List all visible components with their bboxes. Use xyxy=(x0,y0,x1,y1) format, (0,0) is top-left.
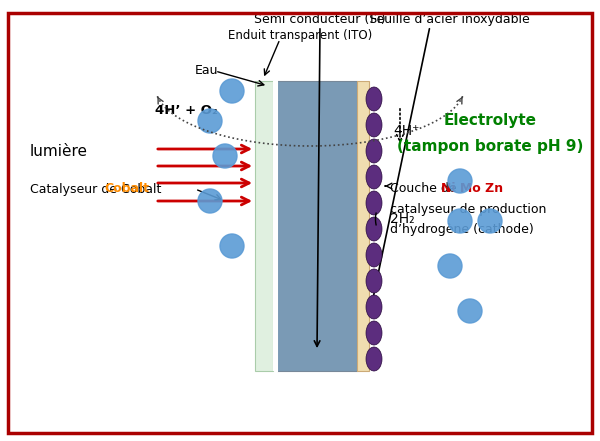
Ellipse shape xyxy=(366,113,382,137)
Ellipse shape xyxy=(366,295,382,319)
Circle shape xyxy=(213,144,237,168)
Circle shape xyxy=(458,299,482,323)
Circle shape xyxy=(220,234,244,258)
Text: d’hydrogène (cathode): d’hydrogène (cathode) xyxy=(390,223,534,235)
Circle shape xyxy=(220,79,244,103)
Text: Couche de: Couche de xyxy=(390,183,461,195)
Ellipse shape xyxy=(366,217,382,241)
Circle shape xyxy=(198,189,222,213)
Bar xyxy=(255,81,273,371)
Circle shape xyxy=(438,254,462,278)
Ellipse shape xyxy=(366,269,382,293)
Circle shape xyxy=(448,209,472,233)
Text: Ni Mo Zn: Ni Mo Zn xyxy=(441,183,503,195)
Text: Catalyseur de Cobalt: Catalyseur de Cobalt xyxy=(30,183,161,195)
Text: 2H₂: 2H₂ xyxy=(390,212,415,226)
Circle shape xyxy=(448,169,472,193)
Ellipse shape xyxy=(366,191,382,215)
Bar xyxy=(277,81,357,371)
Circle shape xyxy=(478,209,502,233)
Text: Cobalt: Cobalt xyxy=(104,183,149,195)
Ellipse shape xyxy=(366,139,382,163)
Text: 4H’ + O₂: 4H’ + O₂ xyxy=(155,105,218,117)
Ellipse shape xyxy=(366,347,382,371)
Text: (tampon borate pH 9): (tampon borate pH 9) xyxy=(397,138,583,153)
Text: Enduit transparent (ITO): Enduit transparent (ITO) xyxy=(228,30,372,42)
Text: 4H⁺: 4H⁺ xyxy=(393,124,419,138)
Ellipse shape xyxy=(366,87,382,111)
Text: lumière: lumière xyxy=(30,143,88,158)
Text: catalyseur de production: catalyseur de production xyxy=(390,202,547,216)
Text: Semi conducteur (Si): Semi conducteur (Si) xyxy=(254,13,386,26)
Text: Eau: Eau xyxy=(195,64,218,78)
Ellipse shape xyxy=(366,243,382,267)
Ellipse shape xyxy=(366,321,382,345)
Circle shape xyxy=(198,109,222,133)
Ellipse shape xyxy=(366,165,382,189)
Bar xyxy=(357,81,369,371)
Text: Feuille d’acier inoxydable: Feuille d’acier inoxydable xyxy=(370,13,530,26)
Text: Electrolyte: Electrolyte xyxy=(443,113,536,128)
Bar xyxy=(273,81,277,371)
